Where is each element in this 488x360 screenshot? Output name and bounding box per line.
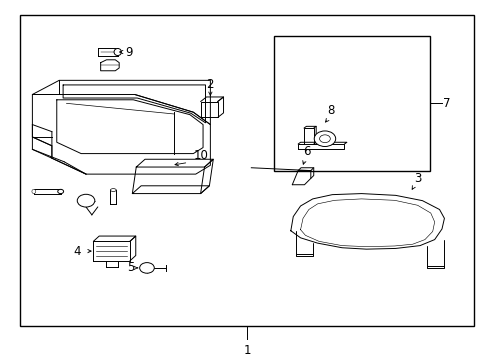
- Circle shape: [319, 135, 330, 143]
- Ellipse shape: [58, 189, 63, 194]
- Circle shape: [140, 262, 154, 273]
- Text: 5: 5: [127, 261, 135, 274]
- Circle shape: [314, 131, 335, 147]
- Text: 3: 3: [413, 172, 421, 185]
- Text: 8: 8: [327, 104, 334, 117]
- Bar: [20, 15, 473, 326]
- Ellipse shape: [32, 189, 36, 194]
- Text: 1: 1: [243, 344, 250, 357]
- Text: 7: 7: [443, 97, 450, 110]
- Circle shape: [77, 194, 95, 207]
- Text: 4: 4: [74, 244, 81, 258]
- Polygon shape: [300, 199, 434, 247]
- Ellipse shape: [110, 189, 116, 192]
- Text: 10: 10: [193, 149, 208, 162]
- Text: 2: 2: [206, 78, 214, 91]
- Bar: [273, 36, 429, 171]
- Text: 6: 6: [303, 145, 310, 158]
- Text: 9: 9: [125, 45, 132, 59]
- Ellipse shape: [114, 49, 121, 55]
- Polygon shape: [290, 194, 444, 249]
